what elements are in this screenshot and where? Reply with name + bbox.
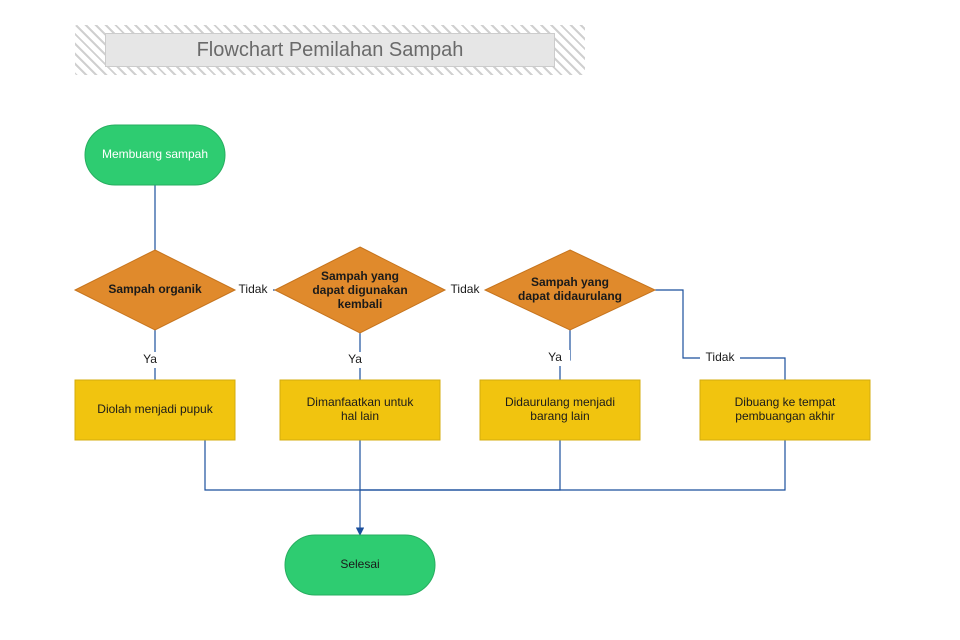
- node-start-label: Membuang sampah: [102, 147, 208, 161]
- edge-label-ya-3: Ya: [548, 350, 562, 364]
- node-p1-label: Diolah menjadi pupuk: [97, 402, 213, 416]
- node-d2-label1: Sampah yang: [321, 269, 399, 283]
- flowchart-canvas: Ya Tidak Ya Tidak Ya Tidak Membuang samp…: [0, 0, 960, 640]
- edge-label-tidak-2: Tidak: [451, 282, 481, 296]
- node-p2-label2: hal lain: [341, 409, 379, 423]
- node-p4-label1: Dibuang ke tempat: [735, 395, 836, 409]
- node-d3-label2: dapat didaurulang: [518, 289, 622, 303]
- edge-label-ya-2: Ya: [348, 352, 362, 366]
- edge-label-ya-1: Ya: [143, 352, 157, 366]
- node-end-label: Selesai: [340, 557, 379, 571]
- node-d1-label: Sampah organik: [108, 282, 202, 296]
- node-p2-label1: Dimanfaatkan untuk: [307, 395, 415, 409]
- node-d2-label3: kembali: [338, 297, 383, 311]
- edge-label-tidak-1: Tidak: [239, 282, 269, 296]
- edge-p1-merge: [205, 440, 360, 490]
- node-p3-label2: barang lain: [530, 409, 589, 423]
- edge-p4-merge: [360, 440, 785, 490]
- edge-p3-merge: [360, 440, 560, 490]
- node-d3-label1: Sampah yang: [531, 275, 609, 289]
- node-p4-label2: pembuangan akhir: [735, 409, 834, 423]
- edge-d3-p4: [655, 290, 785, 380]
- node-p3-label1: Didaurulang menjadi: [505, 395, 615, 409]
- edge-label-tidak-3: Tidak: [706, 350, 736, 364]
- node-d2-label2: dapat digunakan: [312, 283, 407, 297]
